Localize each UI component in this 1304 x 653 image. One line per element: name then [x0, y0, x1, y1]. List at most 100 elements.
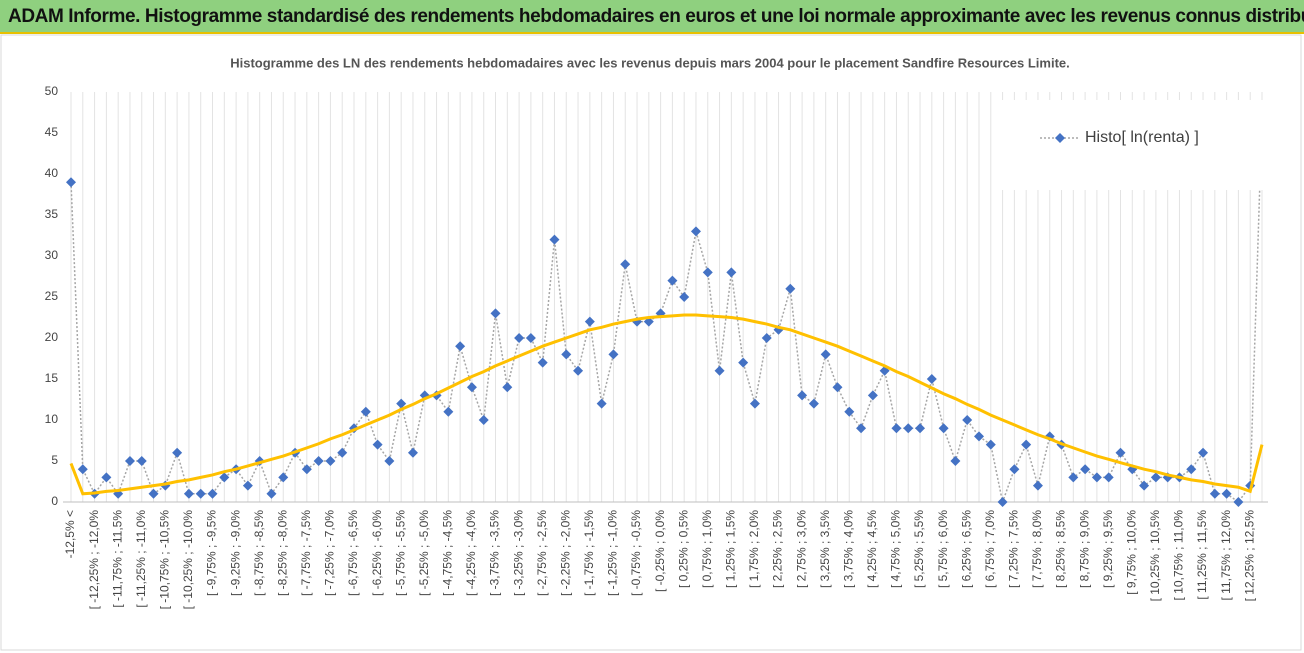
marker: [596, 398, 607, 409]
data-line: [70, 116, 1263, 505]
x-tick-label: [ 8,25% ; 8,5%: [1054, 510, 1068, 588]
marker: [183, 488, 194, 499]
x-tick-label: [ 7,25% ; 7,5%: [1007, 510, 1021, 588]
x-tick-label: [ -0,75% ; -0,5%: [629, 510, 643, 596]
x-tick-label: [ -9,25% ; -9,0%: [228, 510, 242, 596]
marker: [620, 259, 631, 270]
marker: [867, 390, 878, 401]
y-tick-label: 45: [45, 125, 59, 139]
x-tick-label: [ 4,25% ; 4,5%: [865, 510, 879, 588]
marker: [1221, 488, 1232, 499]
marker: [1091, 472, 1102, 483]
x-tick-label: [ -1,25% ; -1,0%: [606, 510, 620, 596]
marker: [1068, 472, 1079, 483]
x-tick-label: [ -2,25% ; -2,0%: [558, 510, 572, 596]
marker: [1032, 480, 1043, 491]
y-tick-label: 35: [45, 207, 59, 221]
header: ADAM Informe. Histogramme standardisé de…: [0, 0, 1304, 34]
marker: [242, 480, 253, 491]
x-tick-label: [ 0,75% ; 1,0%: [700, 510, 714, 588]
marker: [372, 439, 383, 450]
x-tick-label: [ 3,75% ; 4,0%: [841, 510, 855, 588]
marker: [396, 398, 407, 409]
marker: [962, 415, 973, 425]
x-tick-label: [ 11,25% ; 11,5%: [1195, 510, 1209, 600]
marker: [443, 406, 454, 417]
marker: [407, 447, 418, 458]
y-tick-label: 25: [45, 289, 59, 303]
x-tick-label: [ -8,25% ; -8,0%: [275, 510, 289, 596]
x-tick-label: [ 5,25% ; 5,5%: [912, 510, 926, 588]
x-tick-label: [ -9,75% ; -9,5%: [205, 510, 219, 596]
x-tick-label: [ -11,25% ; -11,0%: [134, 510, 148, 608]
x-tick-label: [ 10,75% ; 11,0%: [1172, 510, 1186, 601]
x-tick-label: [ 2,25% ; 2,5%: [771, 510, 785, 588]
chart: Histogramme des LN des rendements hebdom…: [0, 34, 1302, 651]
marker: [1150, 472, 1161, 483]
marker: [915, 423, 926, 434]
marker: [844, 406, 855, 417]
x-tick-label: [ 1,25% ; 1,5%: [724, 510, 738, 588]
x-tick-label: [ 0,25% ; 0,5%: [676, 510, 690, 588]
marker: [667, 275, 678, 286]
x-tick-label: [ 4,75% ; 5,0%: [889, 510, 903, 588]
marker: [360, 406, 371, 417]
x-tick-label: [ -10,25% ; -10,0%: [181, 510, 195, 610]
marker: [1209, 488, 1220, 499]
marker: [702, 267, 713, 278]
marker: [997, 497, 1008, 507]
marker: [1080, 464, 1091, 475]
x-tick-label: [ 9,75% ; 10,0%: [1124, 510, 1138, 595]
chart-title: Histogramme des LN des rendements hebdom…: [230, 55, 1070, 70]
x-tick-label: [ -4,75% ; -4,5%: [441, 510, 455, 596]
marker: [301, 464, 312, 475]
x-tick-label: [ 8,75% ; 9,0%: [1077, 510, 1091, 588]
marker: [195, 488, 206, 499]
marker: [820, 349, 831, 360]
x-tick-label: [ 7,75% ; 8,0%: [1030, 510, 1044, 588]
marker: [313, 456, 324, 466]
marker: [514, 333, 525, 343]
x-tick-label: [ -8,75% ; -8,5%: [252, 510, 266, 596]
x-tick-label: [ -0,25% ; 0,0%: [653, 510, 667, 592]
marker: [808, 398, 819, 409]
legend-label: Histo[ ln(renta) ]: [1085, 129, 1199, 146]
marker: [66, 177, 76, 188]
x-tick-label: [ -2,75% ; -2,5%: [535, 510, 549, 596]
marker: [785, 283, 796, 294]
x-tick-label: [ -10,75% ; -10,5%: [158, 510, 172, 610]
marker: [938, 423, 949, 434]
marker: [608, 349, 619, 360]
x-tick-label: [ -3,25% ; -3,0%: [511, 510, 525, 596]
marker: [537, 357, 548, 368]
marker: [690, 226, 701, 237]
x-tick-label: [ -1,75% ; -1,5%: [582, 510, 596, 596]
marker: [101, 472, 112, 483]
marker: [278, 472, 289, 483]
marker: [973, 431, 984, 442]
marker: [219, 472, 230, 483]
marker: [738, 357, 749, 368]
y-tick-label: 15: [45, 371, 59, 385]
header-title: ADAM Informe. Histogramme standardisé de…: [8, 6, 1304, 27]
marker: [561, 349, 572, 360]
x-tick-label: [ -12,25% ; -12,0%: [87, 510, 101, 610]
marker: [478, 415, 489, 425]
marker: [136, 456, 147, 466]
y-tick-label: 5: [51, 453, 58, 467]
marker: [337, 447, 348, 458]
marker: [985, 439, 996, 450]
x-tick-label: [ -7,25% ; -7,0%: [323, 510, 337, 596]
marker: [1103, 472, 1114, 483]
x-tick-label: [ 9,25% ; 9,5%: [1101, 510, 1115, 588]
normal-curve: [69, 313, 1264, 496]
marker: [172, 447, 183, 458]
legend-marker: [1055, 133, 1065, 143]
x-tick-label: [ 3,25% ; 3,5%: [818, 510, 832, 588]
marker: [502, 382, 513, 393]
x-tick-label: [ -5,25% ; -5,0%: [417, 510, 431, 596]
marker: [950, 456, 961, 466]
marker: [856, 423, 867, 434]
x-tick-label: [ 2,75% ; 3,0%: [794, 510, 808, 588]
marker: [761, 333, 772, 343]
